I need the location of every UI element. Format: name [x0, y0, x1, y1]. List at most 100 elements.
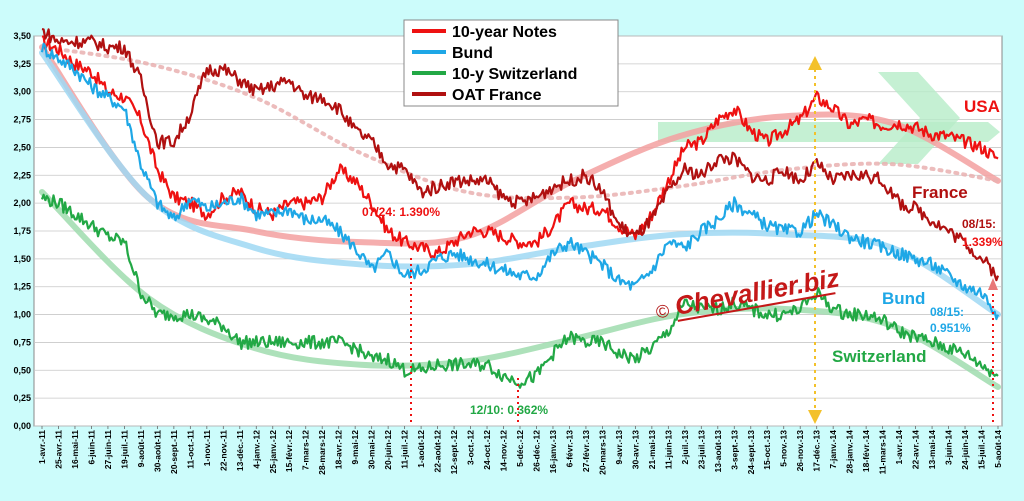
x-tick-label: 14-nov.-12 [499, 430, 509, 472]
x-tick-label: 4-janv.-12 [251, 430, 261, 469]
y-tick-label: 1,75 [13, 226, 31, 236]
arrow-up-icon [808, 56, 822, 70]
x-tick-label: 30-août-11 [152, 430, 162, 472]
y-tick-label: 2,75 [13, 115, 31, 125]
x-tick-label: 20-sept.-11 [169, 430, 179, 474]
x-tick-label: 27-juin-11 [103, 430, 113, 469]
y-axis-ticks: 0,00 0,25 0,50 0,75 1,00 1,25 1,50 1,75 2,00 2,25… [13, 31, 31, 431]
x-tick-label: 23-juil.-13 [696, 430, 706, 469]
chevron-right-icon [878, 72, 960, 164]
y-tick-label: 1,50 [13, 254, 31, 264]
x-tick-label: 5-déc.-12 [515, 430, 525, 467]
series-line [40, 193, 999, 389]
x-tick-label: 11-juil.-12 [400, 430, 410, 469]
x-tick-label: 11-juin-13 [663, 430, 673, 469]
x-tick-label: 20-juin-12 [383, 430, 393, 470]
x-tick-label: 20-mars-13 [597, 430, 607, 475]
series-lines [40, 28, 1000, 389]
x-tick-label: 26-déc.-12 [531, 430, 541, 472]
x-tick-label: 24-juin-14 [960, 430, 970, 470]
x-tick-label: 24-sept.-13 [746, 430, 756, 475]
switzerland-label: Switzerland [832, 347, 926, 366]
legend-item-switzerland: 10-y Switzerland [452, 66, 577, 83]
x-tick-label: 22-avr.-14 [911, 430, 921, 469]
x-tick-label: 9-avr.-13 [614, 430, 624, 465]
y-tick-label: 1,25 [13, 282, 31, 292]
y-tick-label: 0,75 [13, 337, 31, 347]
y-tick-label: 1,00 [13, 310, 31, 320]
x-tick-label: 1-août-12 [416, 430, 426, 468]
x-axis-ticks: 1-avr.-11 25-avr.-11 16-mai-11 6-juin-11 27-… [37, 426, 1003, 475]
x-tick-label: 28-janv.-14 [845, 430, 855, 474]
x-tick-label: 11-mars-14 [878, 430, 888, 475]
x-tick-label: 7-janv.-14 [828, 430, 838, 469]
x-tick-label: 12-sept.-12 [449, 430, 459, 475]
x-tick-label: 22-août-12 [433, 430, 443, 473]
x-tick-label: 15-juil.-14 [977, 430, 987, 469]
legend-item-bund: Bund [452, 45, 493, 62]
usa-label: USA [964, 97, 1000, 116]
y-tick-label: 0,25 [13, 393, 31, 403]
x-tick-label: 1-nov.-11 [202, 430, 212, 466]
x-tick-label: 9-mai-12 [350, 430, 360, 465]
x-tick-label: 5-nov.-13 [779, 430, 789, 467]
x-tick-label: 26-nov.-13 [795, 430, 805, 472]
y-tick-label: 0,50 [13, 365, 31, 375]
x-tick-label: 25-avr.-11 [53, 430, 63, 469]
x-tick-label: 2-juil.-13 [680, 430, 690, 465]
x-tick-label: 27-févr.-13 [581, 430, 591, 472]
x-tick-label: 18-avr.-12 [334, 430, 344, 469]
y-tick-label: 0,00 [13, 421, 31, 431]
last-value-arrowhead [988, 278, 998, 290]
x-tick-label: 13-mai-14 [927, 430, 937, 469]
x-tick-label: 30-mai-12 [367, 430, 377, 469]
x-tick-label: 3-juin-14 [944, 430, 954, 465]
y-tick-label: 3,50 [13, 31, 31, 41]
y-tick-label: 2,00 [13, 198, 31, 208]
y-tick-label: 3,00 [13, 87, 31, 97]
x-tick-label: 6-févr.-13 [564, 430, 574, 468]
x-tick-label: 19-juil.-11 [119, 430, 129, 469]
bund-last-date: 08/15: [930, 305, 964, 319]
france-label: France [912, 183, 968, 202]
x-tick-label: 16-janv.-13 [548, 430, 558, 474]
y-tick-label: 3,25 [13, 59, 31, 69]
x-tick-label: 30-avr.-13 [630, 430, 640, 469]
arrow-down-icon [808, 410, 822, 424]
x-tick-label: 16-mai-11 [70, 430, 80, 469]
x-tick-label: 9-août-11 [136, 430, 146, 468]
x-tick-label: 1-avr.-11 [37, 430, 47, 464]
x-tick-label: 3-sept.-13 [729, 430, 739, 470]
x-tick-label: 22-nov.-11 [218, 430, 228, 471]
legend-item-oat-france: OAT France [452, 87, 542, 104]
legend: 10-year Notes Bund 10-y Switzerland OAT … [403, 19, 619, 107]
bund-label: Bund [882, 289, 925, 308]
us-low-annotation: 07/24: 1.390% [362, 205, 440, 219]
series-line [40, 42, 1000, 321]
x-tick-label: 18-févr.-14 [861, 430, 871, 472]
trend-line [39, 49, 1001, 318]
series-line [41, 28, 1000, 282]
x-tick-label: 1-avr.-14 [894, 430, 904, 465]
x-tick-label: 13-déc.-11 [235, 430, 245, 471]
x-tick-label: 21-mai-13 [647, 430, 657, 469]
x-tick-label: 3-oct.-12 [466, 430, 476, 465]
watermark-copyright: © [654, 300, 671, 322]
x-tick-label: 28-mars-12 [317, 430, 327, 475]
x-tick-label: 13-août-13 [713, 430, 723, 473]
x-tick-label: 5-août-14 [993, 430, 1003, 468]
x-tick-label: 17-déc.-13 [812, 430, 822, 472]
us-last-value: 1.339% [962, 235, 1003, 249]
x-tick-label: 15-févr.-12 [284, 430, 294, 472]
x-tick-label: 7-mars-12 [301, 430, 311, 470]
us-last-date: 08/15: [962, 217, 996, 231]
x-tick-label: 6-juin-11 [86, 430, 96, 465]
x-tick-label: 24-oct.-12 [482, 430, 492, 470]
x-tick-label: 15-oct.-13 [762, 430, 772, 470]
x-tick-label: 25-janv.-12 [268, 430, 278, 474]
series-line [41, 35, 999, 259]
markers [410, 56, 998, 424]
x-tick-label: 11-oct.-11 [185, 430, 195, 469]
